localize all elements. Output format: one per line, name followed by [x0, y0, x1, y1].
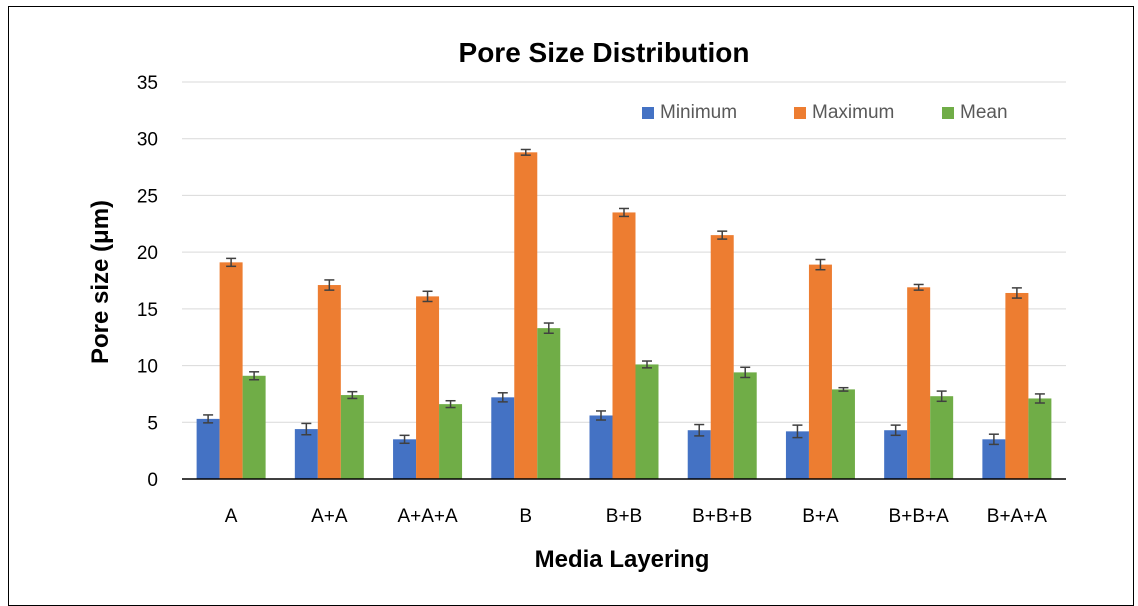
x-tick-label: B [519, 506, 532, 527]
bar [930, 396, 954, 479]
bar [439, 404, 463, 479]
bar [1028, 398, 1052, 479]
chart-title: Pore Size Distribution [459, 37, 750, 68]
y-axis-ticks: 0 5 10 15 20 25 30 35 [137, 73, 158, 491]
bar [514, 152, 538, 479]
bar [612, 212, 636, 479]
error-bar [399, 434, 410, 445]
error-bar [740, 366, 751, 379]
y-tick-label: 20 [137, 243, 158, 264]
error-bar [543, 322, 554, 334]
error-bar [815, 258, 826, 271]
bar [884, 430, 908, 479]
bar [317, 285, 341, 479]
y-tick-label: 25 [137, 186, 158, 207]
error-bar [792, 424, 803, 439]
error-bar [324, 279, 335, 291]
x-tick-label: B+A [802, 506, 839, 527]
legend-swatch [794, 107, 806, 119]
bar [196, 418, 220, 479]
error-bar [445, 399, 456, 409]
x-tick-label: A [225, 506, 238, 527]
legend-swatch [642, 107, 654, 119]
y-tick-label: 0 [147, 470, 158, 491]
error-bar [203, 414, 214, 424]
bar [219, 262, 243, 479]
x-axis-ticks: A A+A A+A+A B B+B B+B+B B+A B+B+A B+A+A [225, 506, 1048, 527]
error-bar [520, 148, 531, 156]
bar [710, 235, 734, 479]
error-bar [988, 433, 999, 446]
error-bar [226, 257, 237, 268]
bar [982, 439, 1006, 479]
bar [589, 415, 613, 479]
error-bar [913, 283, 924, 291]
bar [537, 328, 561, 479]
legend-label: Mean [960, 102, 1008, 123]
error-bar [936, 390, 947, 403]
bar [635, 364, 659, 479]
x-tick-label: B+B+B [692, 506, 752, 527]
x-tick-label: B+A+A [987, 506, 1048, 527]
error-bar [249, 371, 260, 381]
legend-swatch [942, 107, 954, 119]
x-tick-label: A+A+A [397, 506, 458, 527]
error-bar [301, 422, 312, 436]
error-bar [619, 207, 629, 218]
legend-label: Maximum [812, 102, 894, 123]
y-tick-label: 15 [137, 300, 158, 321]
x-tick-label: B+B [606, 506, 642, 527]
bar [393, 439, 417, 479]
bar [1005, 292, 1029, 479]
bar [294, 429, 318, 479]
error-bar [1034, 393, 1045, 404]
bar [340, 395, 364, 479]
bar [733, 372, 757, 479]
error-bar [642, 360, 652, 369]
y-tick-label: 5 [147, 413, 158, 434]
error-bar [838, 386, 849, 392]
error-bar [422, 290, 433, 303]
error-bar [717, 230, 728, 240]
chart-frame [8, 6, 1134, 606]
legend-item: Minimum [642, 102, 737, 123]
bar [491, 397, 515, 479]
bar [831, 389, 855, 479]
y-tick-label: 35 [137, 73, 158, 94]
y-tick-label: 10 [137, 357, 158, 378]
bar [687, 430, 711, 479]
legend-item: Mean [942, 102, 1008, 123]
bar [242, 375, 266, 479]
bar [907, 287, 931, 479]
bars [196, 148, 1052, 479]
error-bar [596, 410, 606, 421]
legend-label: Minimum [660, 102, 737, 123]
bar [808, 264, 832, 479]
error-bar [694, 423, 705, 437]
error-bar [497, 392, 508, 403]
y-axis-title: Pore size (μm) [87, 200, 114, 364]
legend: Minimum Maximum Mean [642, 102, 1008, 123]
x-tick-label: B+B+A [889, 506, 950, 527]
legend-item: Maximum [794, 102, 894, 123]
bar [416, 296, 440, 479]
error-bar [1011, 287, 1022, 299]
x-tick-label: A+A [311, 506, 348, 527]
bar [785, 431, 809, 479]
error-bar [890, 424, 901, 437]
x-axis-title: Media Layering [535, 546, 710, 573]
y-tick-label: 30 [137, 130, 158, 151]
error-bar [347, 390, 358, 400]
